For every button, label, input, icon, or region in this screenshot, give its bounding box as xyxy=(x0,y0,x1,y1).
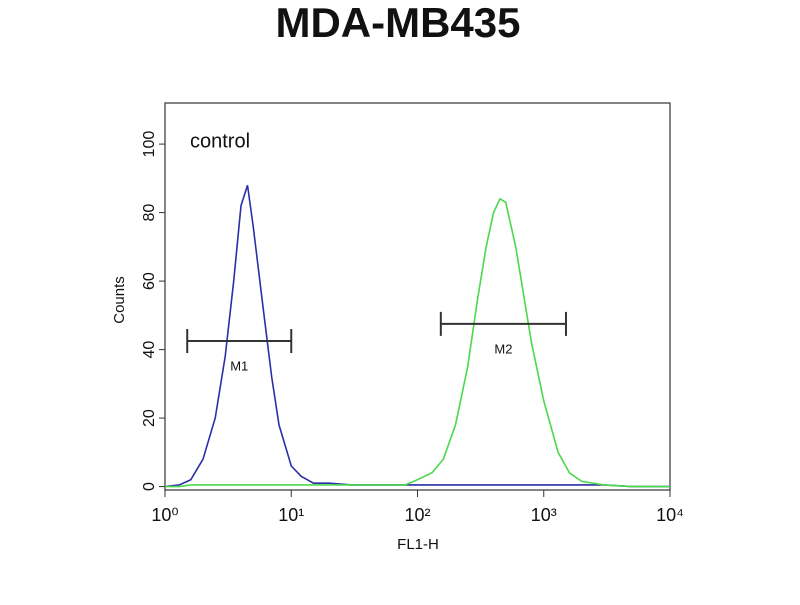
chart-title: MDA-MB435 xyxy=(275,0,520,46)
x-tick-label: 10⁴ xyxy=(656,505,684,525)
y-axis-label: Counts xyxy=(111,276,128,324)
x-axis-label: FL1-H xyxy=(397,536,439,553)
y-tick-label: 0 xyxy=(141,482,158,491)
y-tick-label: 80 xyxy=(141,204,158,222)
x-tick-label: 10⁰ xyxy=(151,505,178,525)
x-tick-label: 10¹ xyxy=(278,505,304,525)
y-tick-label: 40 xyxy=(141,341,158,359)
y-tick-label: 100 xyxy=(141,131,158,158)
gate-label: M2 xyxy=(494,341,512,356)
y-tick-label: 20 xyxy=(141,409,158,427)
histogram-line xyxy=(165,197,670,488)
histogram-line xyxy=(164,184,670,488)
x-tick-label: 10² xyxy=(404,505,430,525)
gate-label: M1 xyxy=(230,358,248,373)
annotation: control xyxy=(190,130,250,152)
plot-frame xyxy=(164,102,671,491)
x-tick-label: 10³ xyxy=(531,505,557,525)
y-tick-label: 60 xyxy=(141,272,158,290)
